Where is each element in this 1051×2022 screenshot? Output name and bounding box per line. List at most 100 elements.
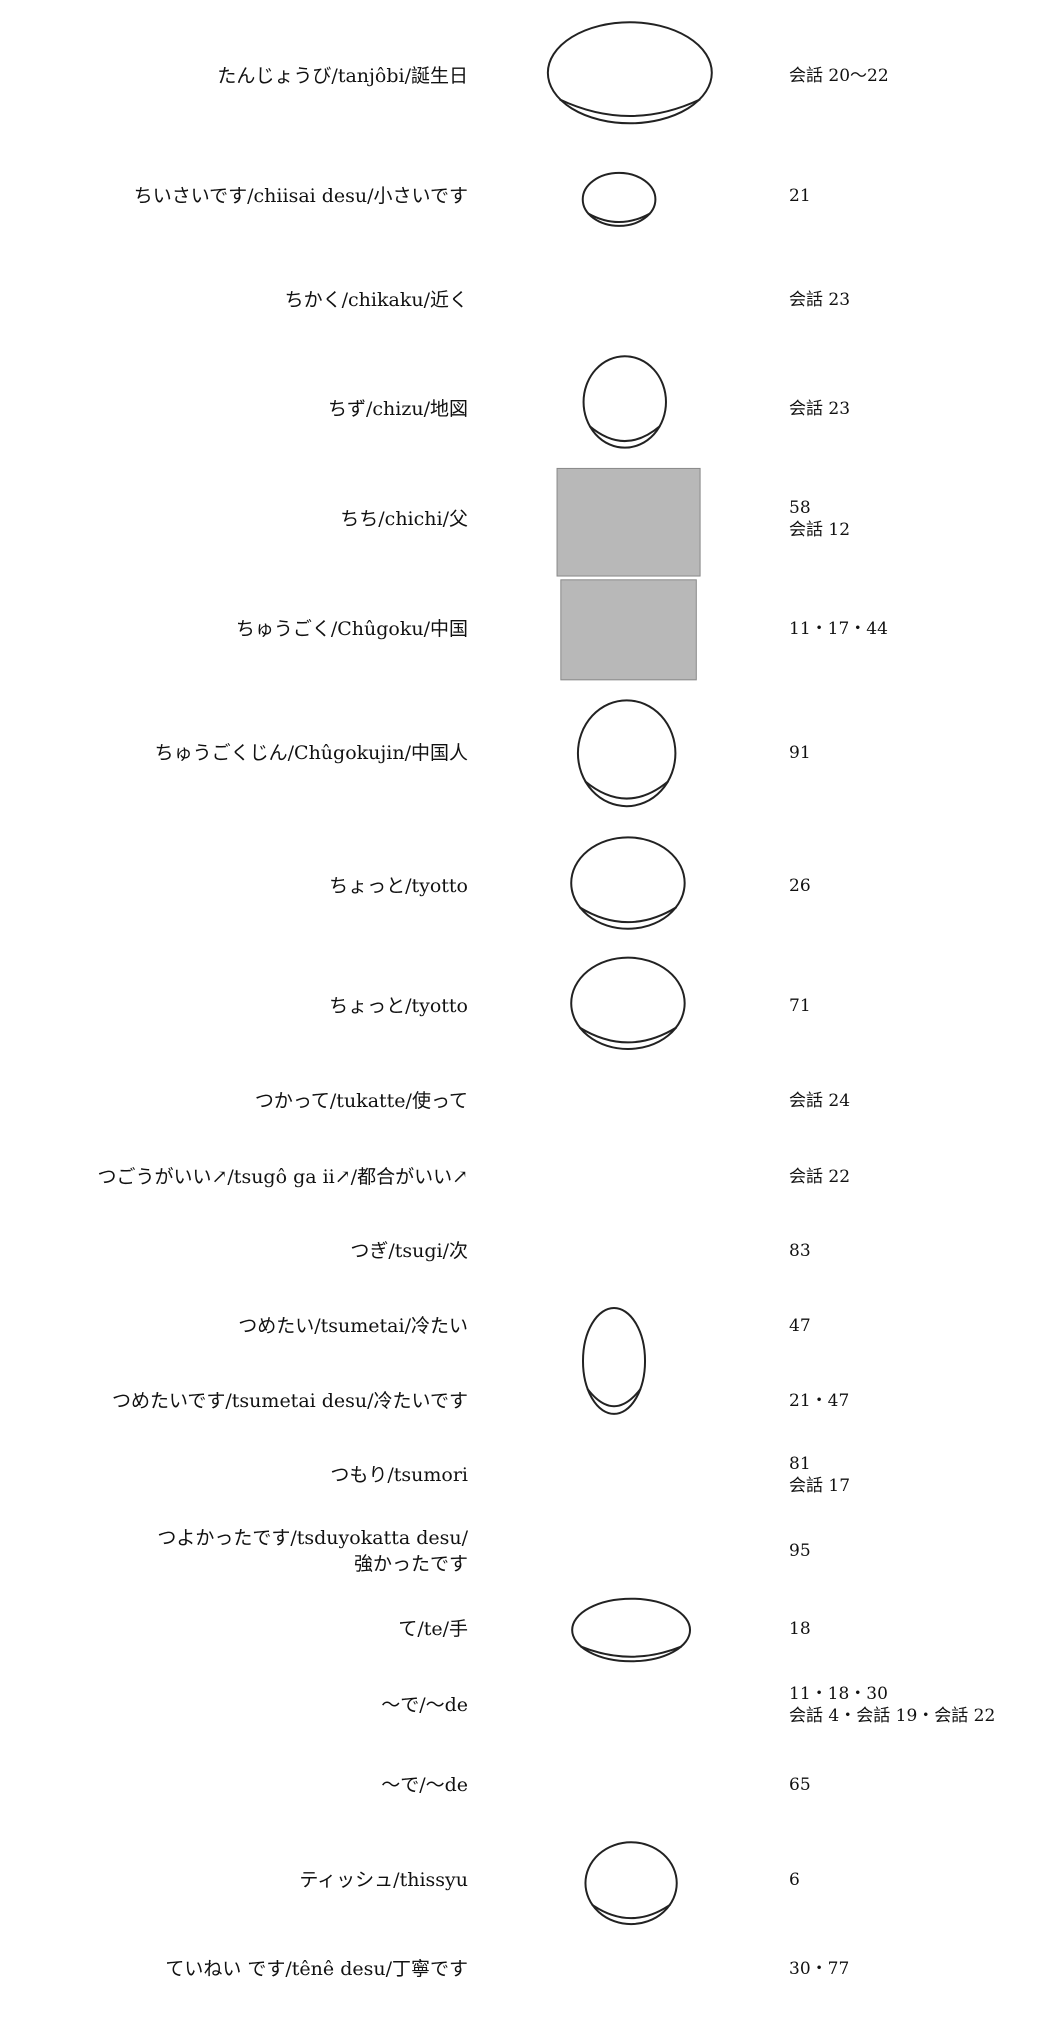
term-line: 〜で/〜de [381, 1774, 468, 1797]
term: 〜で/〜de [381, 1692, 468, 1718]
page-ref: 95 [789, 1540, 811, 1561]
page-refs: 18 [789, 1618, 811, 1640]
term: ちかく/chikaku/近く [285, 287, 468, 313]
page-ref: 会話 24 [789, 1091, 851, 1112]
page-ref: 30・77 [789, 1958, 850, 1979]
term: ちゅうごくじん/Chûgokujin/中国人 [155, 740, 468, 766]
term-line: 〜で/〜de [381, 1694, 468, 1717]
page-refs: 21・47 [789, 1390, 849, 1412]
term-line: つごうがいい↗/tsugô ga ii↗/都合がいい↗ [97, 1166, 468, 1189]
term: ティッシュ/thissyu [299, 1867, 468, 1893]
term: 〜で/〜de [381, 1772, 468, 1798]
term: ちょっと/tyotto [329, 873, 468, 899]
illustration [591, 1903, 671, 1920]
term: つめたい/tsumetai/冷たい [238, 1313, 468, 1339]
term: ちいさいです/chiisai desu/小さいです [134, 183, 468, 209]
illustration [578, 906, 678, 923]
illustration [556, 467, 701, 577]
page-refs: 6 [789, 1869, 800, 1891]
term-line: つよかったです/tsduyokatta desu/ [157, 1526, 468, 1549]
illustration [559, 98, 701, 117]
page-ref: 会話 12 [789, 520, 851, 541]
illustration [586, 1388, 642, 1407]
page-refs: 71 [789, 995, 811, 1017]
page-ref: 71 [789, 996, 811, 1017]
term-line: ていねい です/tênê desu/丁寧です [165, 1957, 468, 1980]
term: ていねい です/tênê desu/丁寧です [165, 1956, 468, 1982]
term-line: つもり/tsumori [330, 1463, 468, 1486]
page-ref: 58 [789, 498, 811, 519]
page-refs: 30・77 [789, 1958, 849, 1980]
page-ref: 11・17・44 [789, 619, 888, 640]
term-line: ちず/chizu/地図 [327, 397, 468, 420]
page-ref: 会話 4・会話 19・会話 22 [789, 1706, 996, 1727]
page-ref: 11・18・30 [789, 1684, 888, 1705]
illustration [571, 1597, 692, 1663]
page-refs: 11・18・30 会話 4・会話 19・会話 22 [789, 1683, 995, 1727]
term: ちょっと/tyotto [329, 993, 468, 1019]
illustration [584, 780, 670, 800]
term: たんじょうび/tanjôbi/誕生日 [217, 63, 468, 89]
term-line: つかって/tukatte/使って [254, 1090, 468, 1113]
term: ちず/chizu/地図 [328, 396, 468, 422]
page-refs: 91 [789, 742, 811, 764]
illustration [584, 1841, 678, 1926]
page-ref: 18 [789, 1619, 811, 1640]
page-refs: 47 [789, 1315, 811, 1337]
page-refs: 95 [789, 1540, 811, 1562]
page-refs: 26 [789, 875, 811, 897]
term-line: ちかく/chikaku/近く [284, 289, 468, 312]
page-ref: 81 [789, 1453, 811, 1474]
term-line: ちゅうごくじん/Chûgokujin/中国人 [154, 742, 468, 765]
page-refs: 83 [789, 1240, 811, 1262]
illustration [546, 21, 713, 125]
page-ref: 47 [789, 1315, 811, 1336]
term: つよかったです/tsduyokatta desu/強かったです [157, 1525, 468, 1577]
illustration [570, 836, 686, 930]
term: つごうがいい↗/tsugô ga ii↗/都合がいい↗ [97, 1164, 468, 1190]
illustration [581, 171, 657, 227]
term-line: つめたい/tsumetai/冷たい [238, 1314, 468, 1337]
illustration [560, 579, 697, 681]
page-ref: 21 [789, 186, 811, 207]
term-line: つめたいです/tsumetai desu/冷たいです [111, 1390, 468, 1413]
term-line: ちょっと/tyotto [329, 995, 468, 1018]
illustration [582, 355, 667, 449]
term: つもり/tsumori [330, 1462, 468, 1488]
page-refs: 81 会話 17 [789, 1453, 850, 1497]
term-line: ちち/chichi/父 [340, 508, 468, 531]
term-line: ちょっと/tyotto [329, 875, 468, 898]
illustration [581, 1307, 647, 1415]
term: つぎ/tsugi/次 [350, 1238, 468, 1264]
term: つめたいです/tsumetai desu/冷たいです [112, 1388, 468, 1414]
term: て/te/手 [398, 1616, 468, 1642]
page-ref: 26 [789, 876, 811, 897]
page-refs: 58 会話 12 [789, 497, 850, 541]
page-refs: 会話 22 [789, 1166, 850, 1188]
page-ref: 91 [789, 743, 811, 764]
term-line: つぎ/tsugi/次 [350, 1239, 468, 1262]
term-line: ティッシュ/thissyu [299, 1869, 468, 1891]
page-ref: 会話 20〜22 [789, 65, 889, 86]
term-line: ちいさいです/chiisai desu/小さいです [133, 185, 468, 208]
term: つかって/tukatte/使って [255, 1088, 468, 1114]
page-refs: 会話 23 [789, 398, 850, 420]
illustration [580, 1645, 682, 1658]
illustration [578, 1026, 678, 1044]
page-ref: 6 [789, 1870, 800, 1890]
page-refs: 会話 23 [789, 289, 850, 311]
term-line: たんじょうび/tanjôbi/誕生日 [217, 64, 468, 87]
page-ref: 会話 23 [789, 398, 851, 419]
page-ref: 83 [789, 1240, 811, 1261]
term-line: て/te/手 [398, 1618, 468, 1641]
illustration [588, 425, 661, 443]
term-line: 強かったです [353, 1552, 468, 1575]
page-refs: 会話 20〜22 [789, 65, 889, 87]
page-refs: 11・17・44 [789, 618, 888, 640]
term-line: ちゅうごく/Chûgoku/中国 [235, 618, 468, 641]
page-refs: 会話 24 [789, 1090, 850, 1112]
illustration [570, 956, 686, 1051]
term: ちち/chichi/父 [340, 506, 468, 532]
